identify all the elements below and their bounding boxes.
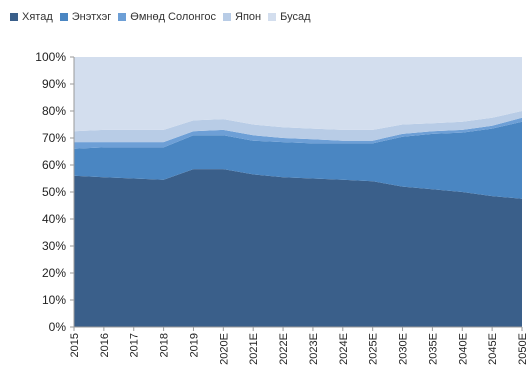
legend-item-3: Япон <box>223 11 261 23</box>
legend-label: Хятад <box>22 11 53 23</box>
y-tick-label: 100% <box>35 50 66 64</box>
x-tick-label: 2040E <box>457 333 469 365</box>
y-tick-label: 90% <box>42 77 66 91</box>
legend-swatch <box>268 13 277 21</box>
y-tick-label: 60% <box>42 158 66 172</box>
legend-swatch <box>223 13 231 21</box>
legend-item-0: Хятад <box>10 11 53 23</box>
series-areas <box>74 57 522 327</box>
legend-item-1: Энэтхэг <box>59 11 112 23</box>
legend-swatch <box>118 13 127 21</box>
x-tick-label: 2015 <box>69 333 81 357</box>
legend-item-4: Бусад <box>268 11 310 23</box>
x-tick-label: 2035E <box>427 333 439 365</box>
legend-label: Бусад <box>280 11 311 23</box>
y-tick-label: 70% <box>42 131 66 145</box>
y-tick-label: 50% <box>42 185 66 199</box>
x-axis-ticks: 2015 2016 2017 2018 2019 2020E 2021E 2022E 2023E… <box>69 327 529 365</box>
area-series-1 <box>74 121 522 199</box>
legend-label: Япон <box>235 11 262 23</box>
x-tick-label: 2019 <box>188 333 200 357</box>
legend-swatch <box>10 13 18 21</box>
x-tick-label: 2050E <box>517 333 529 365</box>
legend-label: Энэтхэг <box>71 11 112 23</box>
legend-swatch <box>59 13 68 21</box>
x-tick-label: 2016 <box>99 333 111 357</box>
x-tick-label: 2021E <box>248 333 260 365</box>
y-tick-label: 20% <box>42 266 66 280</box>
x-tick-label: 2018 <box>159 333 171 357</box>
area-series-4 <box>74 57 522 132</box>
legend-label: Өмнөд Солонгос <box>130 11 216 23</box>
x-tick-label: 2045E <box>487 333 499 365</box>
y-tick-label: 80% <box>42 104 66 118</box>
x-tick-label: 2020E <box>218 333 230 365</box>
y-tick-label: 30% <box>42 239 66 253</box>
area-series-3 <box>74 111 522 143</box>
x-tick-label: 2025E <box>368 333 380 365</box>
x-tick-label: 2030E <box>398 333 410 365</box>
x-tick-label: 2023E <box>308 333 320 365</box>
y-tick-label: 40% <box>42 212 66 226</box>
y-axis-ticks: 0% 10% 20% 30% 40% 50% 60% 70% 80% 90% 100% <box>35 50 74 334</box>
legend-item-2: Өмнөд Солонгос <box>118 11 216 23</box>
chart-legend: Хятад Энэтхэг Өмнөд Солонгос Япон Бусад <box>10 6 525 28</box>
x-tick-label: 2017 <box>129 333 141 357</box>
area-series-2 <box>74 117 522 149</box>
x-tick-label: 2022E <box>278 333 290 365</box>
y-tick-label: 0% <box>49 320 67 334</box>
y-tick-label: 10% <box>42 293 66 307</box>
area-series-0 <box>74 169 522 327</box>
x-tick-label: 2024E <box>338 333 350 365</box>
